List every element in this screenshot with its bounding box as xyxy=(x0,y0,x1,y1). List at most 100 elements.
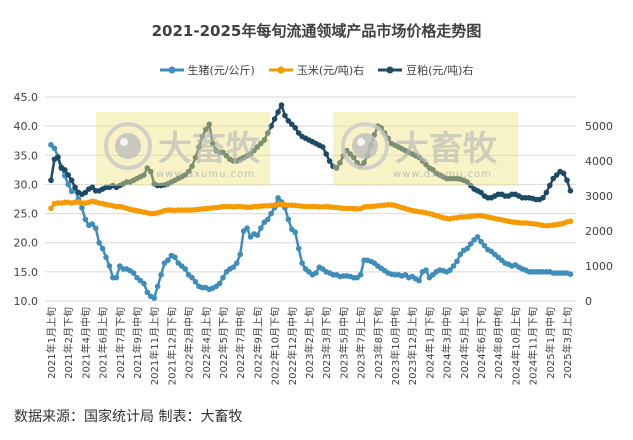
x-tick-label: 2023年7月上旬 xyxy=(355,307,368,379)
data-point xyxy=(567,218,574,225)
data-point xyxy=(416,154,422,161)
data-point xyxy=(79,204,85,211)
data-point xyxy=(289,121,295,128)
data-point xyxy=(564,177,570,184)
data-point xyxy=(247,151,254,157)
data-point xyxy=(361,159,367,166)
data-point xyxy=(96,239,102,246)
data-point xyxy=(182,172,188,178)
x-tick-label: 2024年6月下旬 xyxy=(475,307,488,379)
data-point xyxy=(89,184,96,191)
data-point xyxy=(543,189,550,196)
left-tick-label: 30.0 xyxy=(14,178,39,191)
data-point xyxy=(271,116,278,122)
x-tick-label: 2022年9月上旬 xyxy=(251,307,264,379)
data-point xyxy=(357,271,364,278)
right-tick-label: 1000 xyxy=(585,260,613,273)
data-point xyxy=(196,144,202,150)
left-tick-label: 15.0 xyxy=(14,266,39,279)
data-point xyxy=(313,270,319,276)
left-tick-label: 10.0 xyxy=(14,295,39,308)
data-point xyxy=(151,295,157,301)
data-point xyxy=(295,245,302,252)
data-point xyxy=(51,145,58,152)
x-tick-label: 2023年8月下旬 xyxy=(372,307,385,379)
data-point xyxy=(147,168,154,175)
x-tick-label: 2023年5月中旬 xyxy=(337,307,350,379)
data-point xyxy=(347,151,354,157)
data-point xyxy=(467,241,474,247)
data-point xyxy=(333,165,340,171)
left-tick-label: 20.0 xyxy=(14,237,39,250)
data-point xyxy=(567,187,574,194)
data-point xyxy=(92,225,99,231)
data-point xyxy=(141,172,147,178)
data-point xyxy=(275,109,281,115)
data-point xyxy=(319,144,326,150)
data-point xyxy=(65,172,71,178)
data-point xyxy=(103,254,109,261)
data-point xyxy=(220,149,226,156)
data-point xyxy=(481,242,488,249)
legend-item-corn: 玉米(元/吨)右 xyxy=(268,62,364,78)
legend: 生猪(元/公斤) 玉米(元/吨)右 豆粕(元/吨)右 xyxy=(0,62,633,78)
data-point xyxy=(268,210,274,217)
data-point xyxy=(113,274,120,281)
data-point xyxy=(192,154,199,161)
data-point xyxy=(106,263,113,269)
data-point xyxy=(82,216,89,223)
data-point xyxy=(206,121,213,128)
x-tick-label: 2021年9月中旬 xyxy=(131,307,144,379)
data-point xyxy=(154,283,161,290)
data-point xyxy=(258,140,264,147)
data-point xyxy=(323,151,330,157)
x-tick-label: 2021年12月下旬 xyxy=(165,307,178,385)
data-point xyxy=(464,179,471,185)
x-tick-label: 2024年8月中旬 xyxy=(492,307,505,379)
data-point xyxy=(416,277,422,284)
data-point xyxy=(447,267,453,273)
data-point xyxy=(68,177,75,184)
data-point xyxy=(457,251,464,258)
right-tick-label: 2000 xyxy=(585,225,613,238)
x-tick-label: 2022年5月下旬 xyxy=(217,307,230,379)
data-point xyxy=(172,254,178,261)
x-tick-label: 2024年10月上旬 xyxy=(509,307,522,385)
x-tick-label: 2025年1月中旬 xyxy=(544,307,557,379)
legend-marker-soymeal xyxy=(378,66,403,74)
data-point xyxy=(48,205,54,212)
x-tick-label: 2021年1月上旬 xyxy=(45,307,58,379)
data-point xyxy=(275,195,281,201)
data-point xyxy=(540,194,546,201)
data-point xyxy=(258,225,264,231)
data-point xyxy=(223,152,230,159)
data-point xyxy=(268,123,274,129)
data-point xyxy=(326,158,333,164)
source-note: 数据来源：国家统计局 制表：大畜牧 xyxy=(14,409,243,425)
data-point xyxy=(130,270,137,276)
data-point xyxy=(158,271,164,278)
watermark-logo-ring xyxy=(341,122,389,170)
legend-item-soymeal: 豆粕(元/吨)右 xyxy=(378,62,473,78)
x-tick-label: 2021年4月中旬 xyxy=(79,307,92,379)
data-point xyxy=(251,147,257,154)
watermark-logo-text: 大畜牧 xyxy=(158,129,261,169)
data-point xyxy=(89,221,96,227)
x-tick-label: 2022年12月中旬 xyxy=(286,307,299,385)
data-point xyxy=(144,165,151,171)
x-tick-label: 2022年4月上旬 xyxy=(200,307,213,379)
data-point xyxy=(295,130,302,136)
data-point xyxy=(99,245,106,252)
left-tick-label: 35.0 xyxy=(14,149,39,162)
right-tick-label: 5000 xyxy=(585,120,613,133)
data-point xyxy=(264,130,271,136)
data-point xyxy=(547,182,553,189)
data-point xyxy=(254,232,261,238)
data-point xyxy=(203,126,209,133)
x-tick-label: 2021年11月上旬 xyxy=(148,307,161,385)
data-point xyxy=(220,274,226,281)
data-point xyxy=(478,238,484,245)
data-point xyxy=(237,251,243,258)
x-tick-label: 2025年3月上旬 xyxy=(561,307,574,379)
